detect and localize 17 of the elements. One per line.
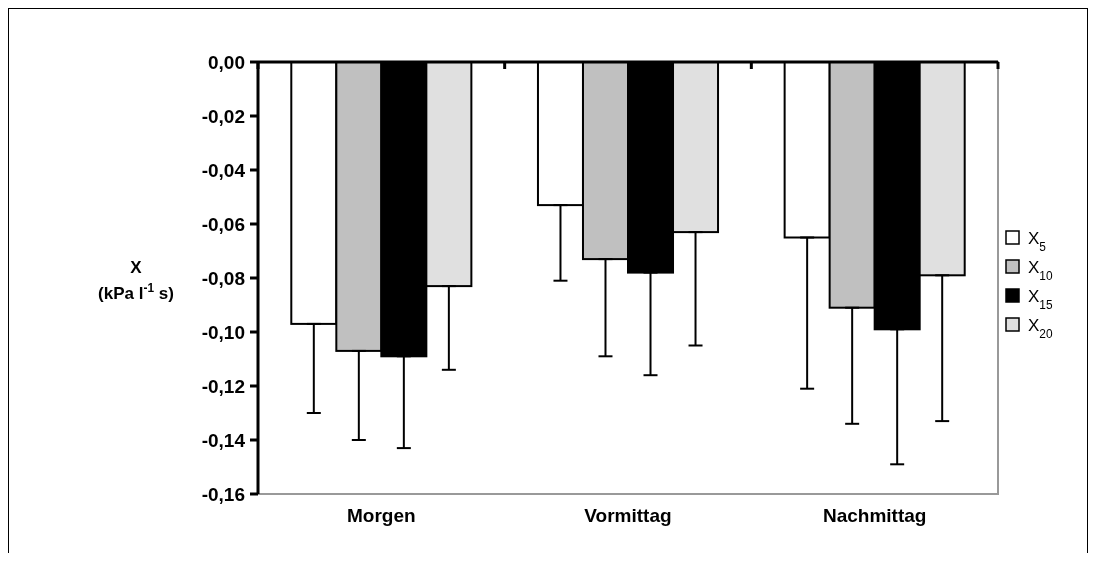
- y-tick-label: 0,00: [208, 51, 245, 73]
- y-tick-label: -0,16: [201, 483, 245, 505]
- y-tick-label: -0,02: [201, 105, 245, 127]
- y-tick-label: -0,06: [201, 213, 245, 235]
- y-axis-title: X (kPa l$^{-1}$ s): [98, 258, 174, 303]
- legend-label: X$_{5}$: [1028, 229, 1047, 254]
- y-tick-label: -0,12: [201, 375, 245, 397]
- y-tick-label: -0,14: [201, 429, 246, 451]
- x-tick-label: Nachmittag: [822, 505, 927, 526]
- y-tick-label: -0,04: [201, 159, 246, 181]
- legend-label: X$_{15}$: [1028, 287, 1053, 312]
- y-tick-label: -0,08: [201, 267, 245, 289]
- legend-label: X$_{10}$: [1028, 258, 1053, 283]
- x-tick-label: Morgen: [347, 505, 416, 526]
- x-tick-label: Vormittag: [584, 505, 672, 526]
- legend-label: X$_{20}$: [1028, 316, 1053, 341]
- y-tick-label: -0,10: [201, 321, 245, 343]
